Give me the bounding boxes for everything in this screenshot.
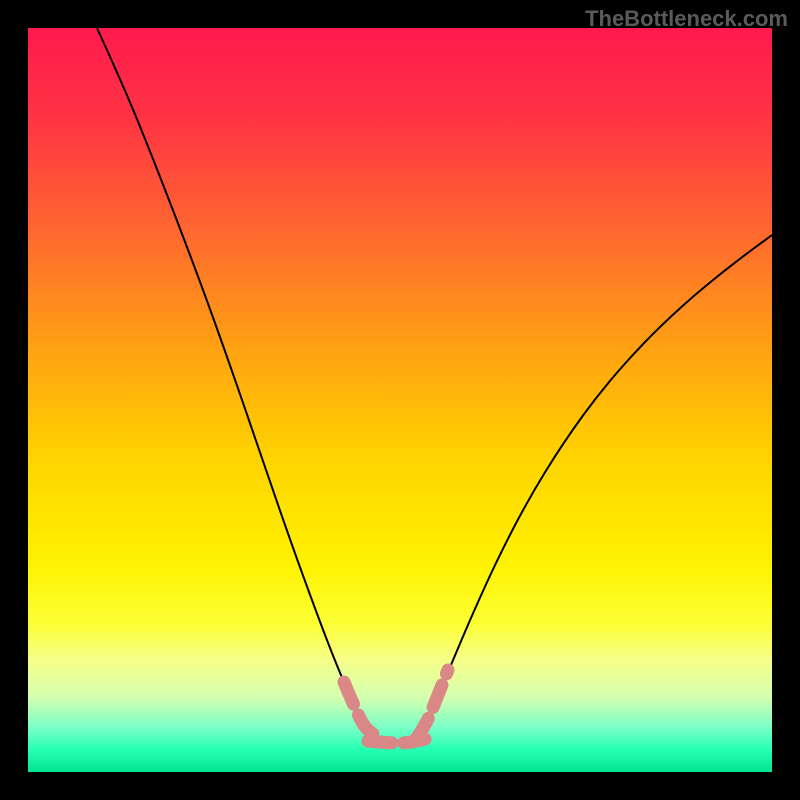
salmon-left-segment <box>344 682 380 738</box>
left-curve <box>97 28 366 728</box>
plot-area <box>28 28 772 772</box>
curves-layer <box>28 28 772 772</box>
watermark-text: TheBottleneck.com <box>585 6 788 32</box>
salmon-right-segment <box>416 670 448 739</box>
right-curve <box>422 235 772 728</box>
